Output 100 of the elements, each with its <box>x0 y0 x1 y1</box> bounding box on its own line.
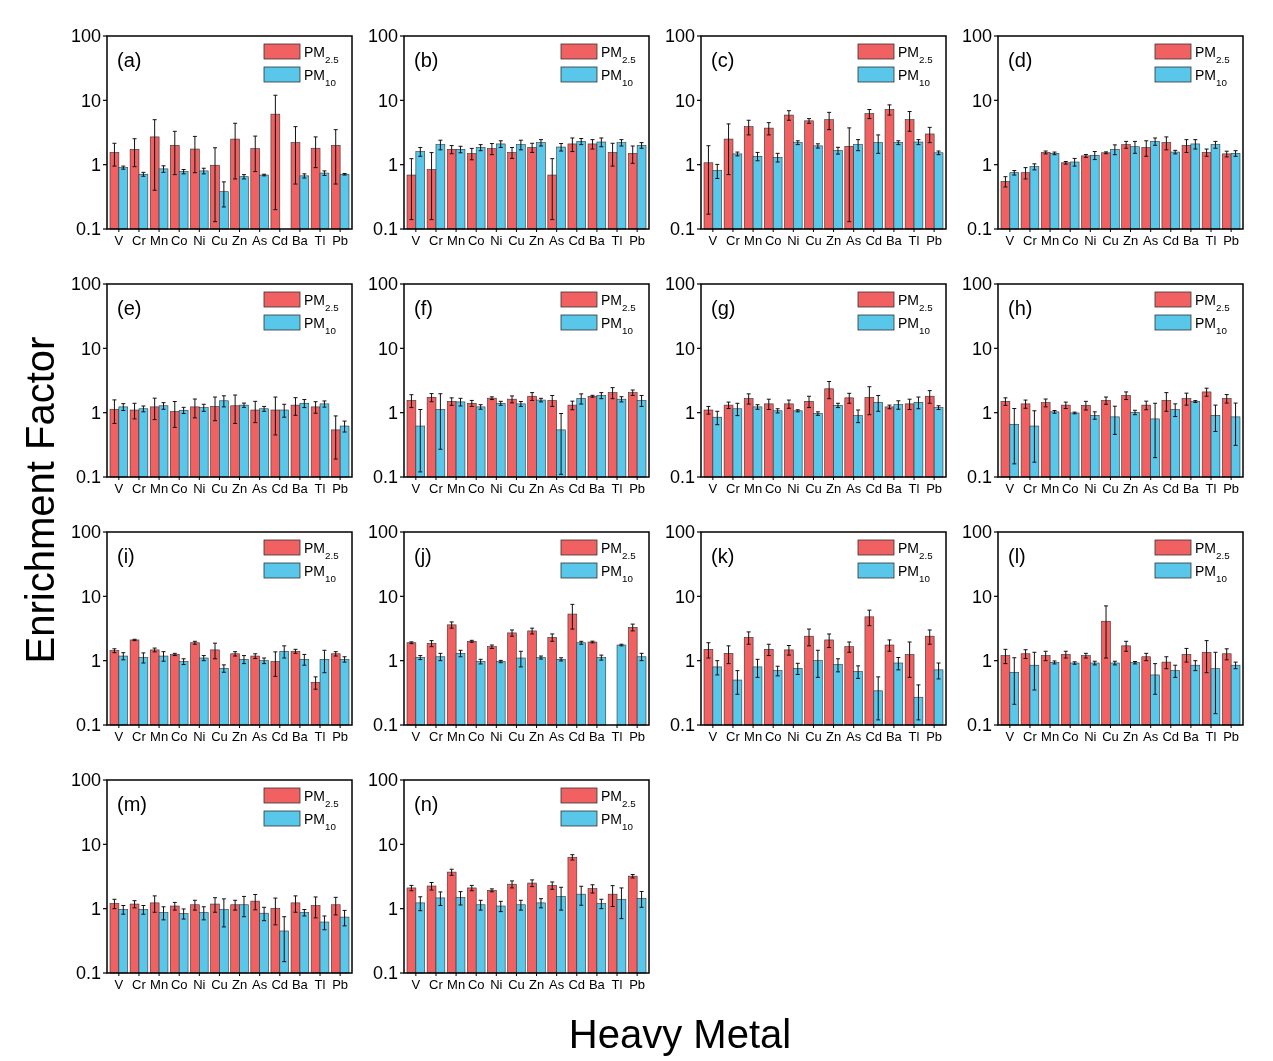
y-tick-label: 10 <box>971 90 992 111</box>
x-tick-label: Ba <box>291 977 309 992</box>
y-tick-label: 0.1 <box>372 715 398 736</box>
text: (j) <box>414 545 432 567</box>
x-tick-label: Ni <box>1084 233 1097 248</box>
x-tick-label: Ni <box>490 977 503 992</box>
y-tick-label: 100 <box>70 26 101 47</box>
x-tick-label: Co <box>764 481 782 496</box>
x-tick-label: Ni <box>490 233 503 248</box>
legend-label: PM$_{2.5}$ <box>601 788 637 809</box>
x-tick-label: As <box>846 729 862 744</box>
legend-label: PM$_{2.5}$ <box>1195 540 1231 561</box>
x-tick-label: Zn <box>231 233 248 248</box>
x-tick-label: Co <box>170 977 188 992</box>
legend-label: PM$_{10}$ <box>601 563 634 584</box>
legend-label: PM$_{10}$ <box>304 315 337 336</box>
x-tick-label: Cu <box>1102 481 1119 496</box>
text: (l) <box>1008 545 1026 567</box>
x-tick-label: Mn <box>150 729 169 744</box>
legend-label: PM$_{2.5}$ <box>304 292 340 313</box>
text: (e) <box>117 297 142 319</box>
y-tick-label: 0.1 <box>669 715 695 736</box>
x-tick-label: Ni <box>193 977 206 992</box>
x-tick-label: Mn <box>744 481 763 496</box>
x-tick-label: Cr <box>726 729 741 744</box>
legend-label: PM$_{10}$ <box>1195 67 1228 88</box>
x-tick-label: Tl <box>611 729 623 744</box>
x-tick-label: Pb <box>332 233 349 248</box>
x-tick-label: Pb <box>1223 481 1240 496</box>
x-tick-label: Cr <box>429 481 444 496</box>
x-tick-label: Ba <box>1182 233 1200 248</box>
x-tick-label: Pb <box>926 233 943 248</box>
x-tick-label: As <box>1143 233 1159 248</box>
x-tick-label: Cd <box>1162 481 1180 496</box>
y-tick-label: 10 <box>377 834 398 855</box>
x-tick-label: Cr <box>726 481 741 496</box>
y-tick-label: 0.1 <box>372 467 398 488</box>
text: (h) <box>1008 297 1033 319</box>
x-tick-label: Zn <box>1122 729 1139 744</box>
text: (i) <box>117 545 135 567</box>
x-tick-label: Ba <box>1182 481 1200 496</box>
x-tick-label: Ni <box>490 729 503 744</box>
x-tick-label: Cr <box>1023 233 1038 248</box>
x-tick-label: Tl <box>314 729 326 744</box>
legend-label: PM$_{10}$ <box>898 563 931 584</box>
x-tick-label: Cd <box>865 233 883 248</box>
y-tick-label: 10 <box>377 90 398 111</box>
legend-label: PM$_{10}$ <box>601 811 634 832</box>
legend-label: PM$_{2.5}$ <box>601 540 637 561</box>
x-tick-label: Cu <box>211 977 228 992</box>
x-tick-label: Tl <box>908 729 920 744</box>
y-tick-label: 1 <box>981 154 992 175</box>
y-tick-label: 1 <box>387 650 398 671</box>
legend-label: PM$_{10}$ <box>304 563 337 584</box>
legend-label: PM$_{10}$ <box>601 67 634 88</box>
x-tick-label: Pb <box>926 729 943 744</box>
x-tick-label: As <box>252 977 268 992</box>
x-tick-label: Cd <box>1162 729 1180 744</box>
y-tick-label: 0.1 <box>75 219 101 240</box>
x-tick-label: Pb <box>629 977 646 992</box>
y-tick-label: 100 <box>961 522 992 543</box>
x-tick-label: Cd <box>568 977 586 992</box>
legend-label: PM$_{2.5}$ <box>601 44 637 65</box>
y-tick-label: 0.1 <box>669 219 695 240</box>
y-tick-label: 100 <box>70 770 101 791</box>
y-tick-label: 0.1 <box>966 715 992 736</box>
x-tick-label: Mn <box>447 729 466 744</box>
text: (k) <box>711 545 735 567</box>
x-tick-label: Pb <box>332 729 349 744</box>
legend-label: PM$_{10}$ <box>898 315 931 336</box>
x-tick-label: Cr <box>132 481 147 496</box>
x-tick-label: Mn <box>150 233 169 248</box>
y-tick-label: 100 <box>664 274 695 295</box>
x-tick-label: Cr <box>429 233 444 248</box>
y-tick-label: 10 <box>80 834 101 855</box>
x-tick-label: Cd <box>271 729 289 744</box>
x-tick-label: Mn <box>1041 233 1060 248</box>
legend-label: PM$_{2.5}$ <box>601 292 637 313</box>
x-tick-label: Co <box>170 729 188 744</box>
y-tick-label: 1 <box>90 650 101 671</box>
y-tick-label: 10 <box>377 586 398 607</box>
x-tick-label: Cu <box>508 729 525 744</box>
x-tick-label: Zn <box>1122 481 1139 496</box>
x-tick-label: V <box>114 729 124 744</box>
x-tick-label: Tl <box>611 481 623 496</box>
legend-label: PM$_{10}$ <box>304 811 337 832</box>
y-tick-label: 1 <box>981 650 992 671</box>
x-tick-label: Zn <box>528 977 545 992</box>
y-axis-title: Enrichment Factor <box>18 336 62 664</box>
x-tick-label: Cu <box>805 481 822 496</box>
y-tick-label: 0.1 <box>372 963 398 984</box>
y-tick-label: 100 <box>367 26 398 47</box>
text: (b) <box>414 49 439 71</box>
y-tick-label: 100 <box>664 26 695 47</box>
x-tick-label: Cu <box>508 233 525 248</box>
y-tick-label: 10 <box>971 338 992 359</box>
x-tick-label: Ba <box>885 729 903 744</box>
x-tick-label: Ba <box>291 233 309 248</box>
y-tick-label: 0.1 <box>75 715 101 736</box>
x-tick-label: Ba <box>885 481 903 496</box>
